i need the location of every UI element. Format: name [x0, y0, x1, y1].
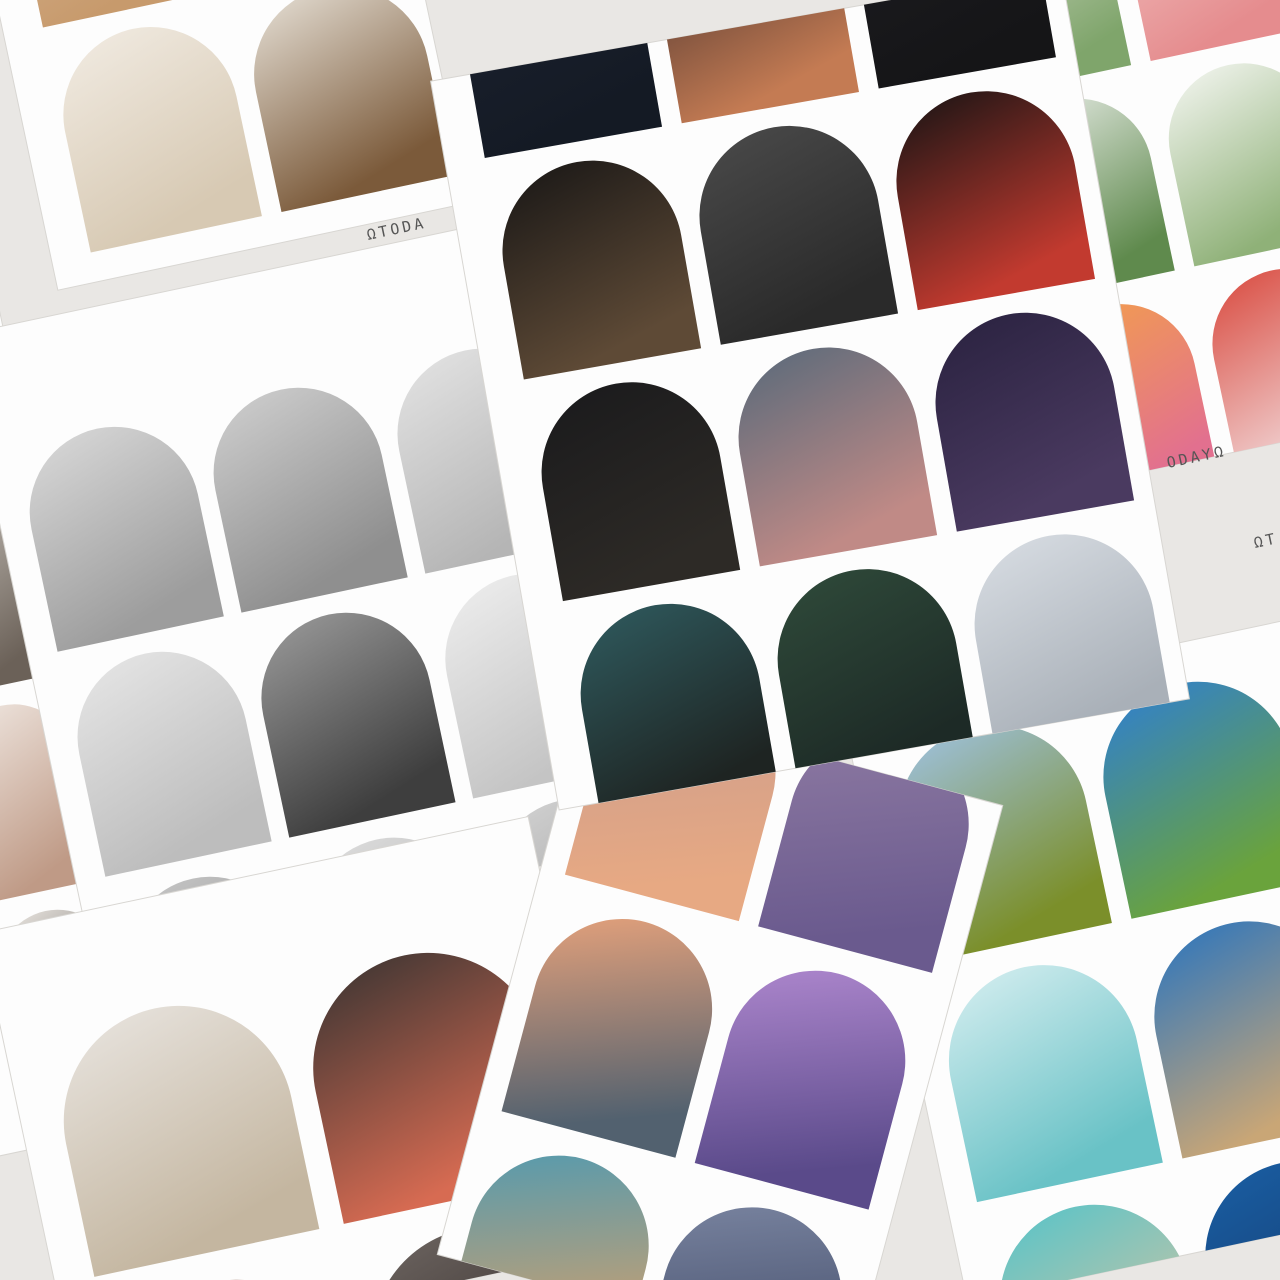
- arch-sticker: [1212, 268, 1280, 472]
- arch-sticker: [63, 27, 262, 253]
- arch-sticker: [974, 534, 1174, 754]
- sticker-sheet: [0, 0, 470, 291]
- arch-sticker: [699, 125, 899, 345]
- arch-sticker: [694, 970, 906, 1210]
- arch-sticker: [935, 312, 1135, 532]
- arch-sticker: [777, 569, 977, 788]
- arch-sticker: [502, 160, 702, 380]
- arch-sticker: [1154, 921, 1280, 1159]
- arch-sticker: [501, 918, 713, 1158]
- sheet-label: ΩT: [1252, 529, 1279, 552]
- arch-sticker: [77, 651, 272, 877]
- arch-sticker: [254, 0, 453, 212]
- arch-sticker: [631, 1207, 842, 1280]
- arch-sticker: [29, 426, 224, 652]
- arch-sticker: [1125, 0, 1280, 61]
- arch-sticker: [541, 382, 741, 602]
- arch-sticker: [738, 347, 938, 567]
- arch-sticker: [1205, 1161, 1280, 1280]
- arch-sticker: [580, 603, 780, 810]
- arch-sticker: [1103, 681, 1280, 919]
- sticker-sheet: [842, 618, 1280, 1280]
- arch-sticker: [949, 965, 1163, 1203]
- arch-sticker: [896, 91, 1096, 311]
- arch-sticker: [438, 1155, 649, 1280]
- arch-sticker: [63, 1005, 320, 1277]
- arch-sticker: [857, 0, 1056, 89]
- arch-sticker: [1168, 63, 1280, 267]
- arch-sticker: [213, 387, 408, 613]
- arch-sticker: [758, 734, 969, 973]
- arch-sticker: [261, 612, 456, 838]
